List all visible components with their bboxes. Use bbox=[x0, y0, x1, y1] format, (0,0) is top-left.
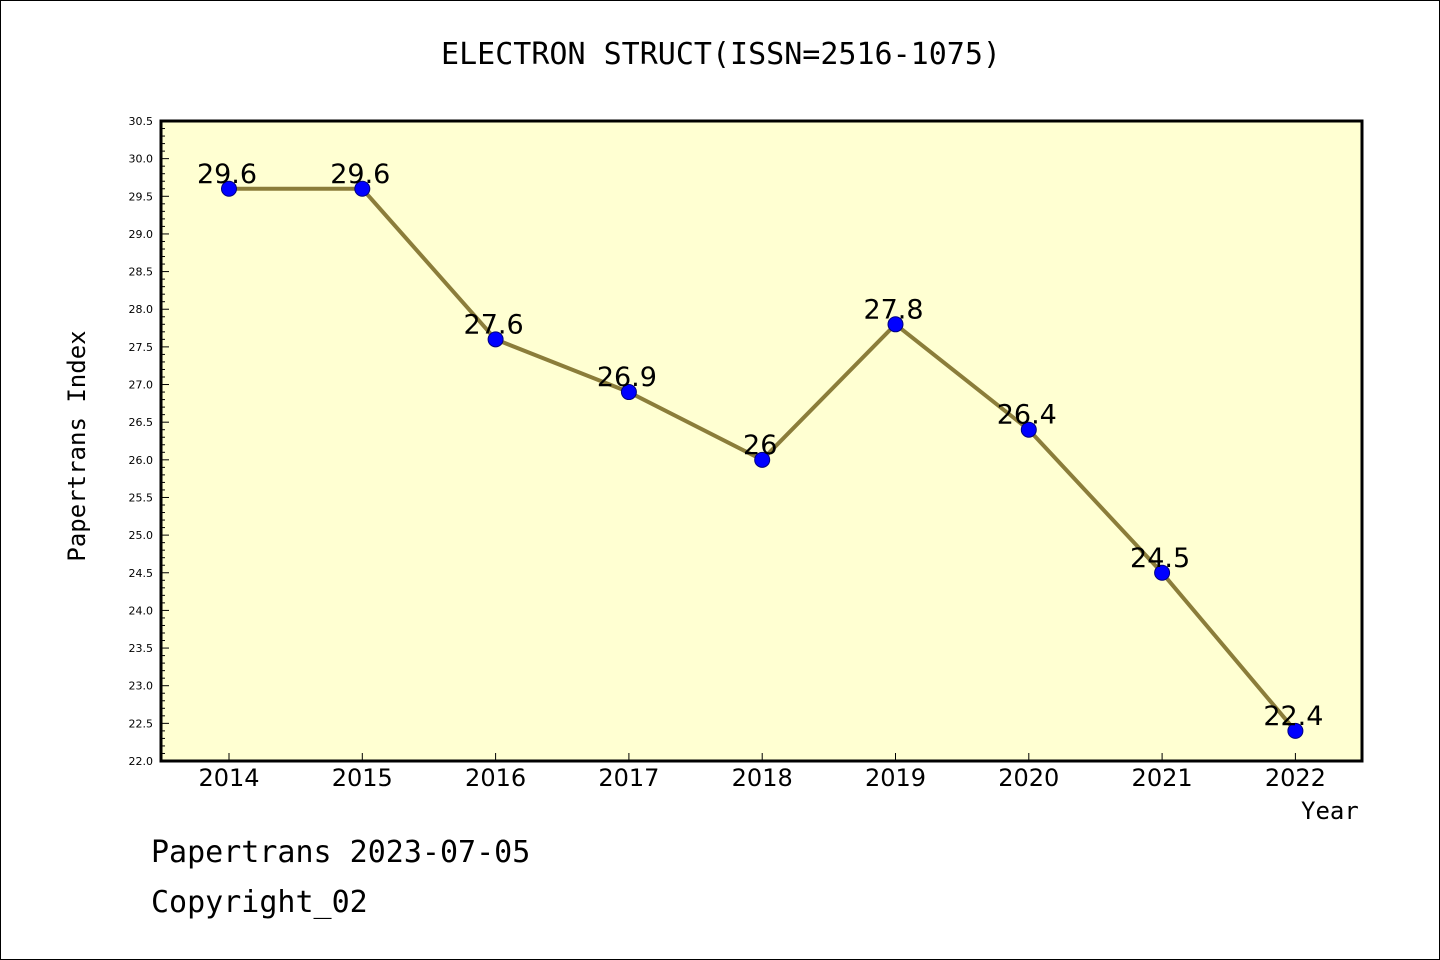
y-tick-label: 29.5 bbox=[129, 190, 154, 203]
y-tick-label: 29.0 bbox=[129, 228, 154, 241]
data-label: 29.6 bbox=[330, 159, 390, 190]
series-markers bbox=[221, 180, 1304, 739]
y-tick-label: 27.5 bbox=[129, 341, 154, 354]
x-tick-label: 2017 bbox=[598, 764, 659, 792]
y-axis: 22.0 22.5 23.0 23.5 24.0 24.5 25.0 25.5 26.0 26.5… bbox=[129, 115, 169, 768]
y-tick-label: 24.5 bbox=[129, 567, 154, 580]
data-label: 24.5 bbox=[1130, 543, 1190, 574]
y-tick-label: 30.0 bbox=[129, 153, 154, 166]
y-tick-label: 26.5 bbox=[129, 416, 154, 429]
data-label: 27.6 bbox=[464, 309, 524, 340]
data-label: 27.8 bbox=[863, 294, 923, 325]
data-labels: 29.6 29.6 27.6 26.9 26 27.8 26.4 24.5 22.4 bbox=[197, 159, 1324, 732]
x-tick-label: 2021 bbox=[1132, 764, 1193, 792]
y-tick-label: 23.5 bbox=[129, 642, 154, 655]
x-tick-label: 2020 bbox=[998, 764, 1059, 792]
data-point bbox=[487, 331, 504, 348]
data-label: 29.6 bbox=[197, 159, 257, 190]
x-axis: 2014 2015 2016 2017 2018 2019 2020 2021 2022 bbox=[198, 753, 1326, 792]
y-tick-label: 28.0 bbox=[129, 303, 154, 316]
y-tick-label: 22.0 bbox=[129, 755, 154, 768]
x-tick-label: 2018 bbox=[732, 764, 793, 792]
x-axis-label: Year bbox=[1301, 797, 1359, 825]
y-tick-label: 30.5 bbox=[129, 115, 154, 128]
data-point bbox=[1287, 722, 1304, 739]
y-tick-label: 28.5 bbox=[129, 266, 154, 279]
data-point bbox=[620, 384, 637, 401]
x-tick-label: 2019 bbox=[865, 764, 926, 792]
footer-credit: Papertrans 2023-07-05 bbox=[151, 835, 531, 870]
data-point bbox=[354, 180, 371, 197]
y-tick-label: 25.5 bbox=[129, 491, 154, 504]
plot-area bbox=[159, 119, 1364, 763]
y-tick-label: 23.0 bbox=[129, 680, 154, 693]
data-label: 26 bbox=[743, 430, 777, 461]
x-tick-label: 2014 bbox=[198, 764, 259, 792]
data-point bbox=[754, 451, 771, 468]
data-label: 26.9 bbox=[597, 362, 657, 393]
y-tick-label: 27.0 bbox=[129, 379, 154, 392]
y-tick-label: 25.0 bbox=[129, 529, 154, 542]
data-label: 22.4 bbox=[1263, 701, 1323, 732]
x-tick-label: 2022 bbox=[1265, 764, 1326, 792]
data-point bbox=[1020, 421, 1037, 438]
data-label: 26.4 bbox=[997, 400, 1057, 431]
y-tick-label: 22.5 bbox=[129, 717, 154, 730]
data-point bbox=[221, 180, 237, 197]
chart-title: ELECTRON STRUCT(ISSN=2516-1075) bbox=[441, 37, 1001, 72]
y-tick-label: 24.0 bbox=[129, 604, 154, 617]
x-tick-label: 2015 bbox=[332, 764, 393, 792]
footer-copyright: Copyright_02 bbox=[151, 885, 368, 920]
data-point bbox=[887, 316, 904, 333]
data-point bbox=[1154, 564, 1171, 581]
x-tick-label: 2016 bbox=[465, 764, 526, 792]
y-tick-label: 26.0 bbox=[129, 454, 154, 467]
